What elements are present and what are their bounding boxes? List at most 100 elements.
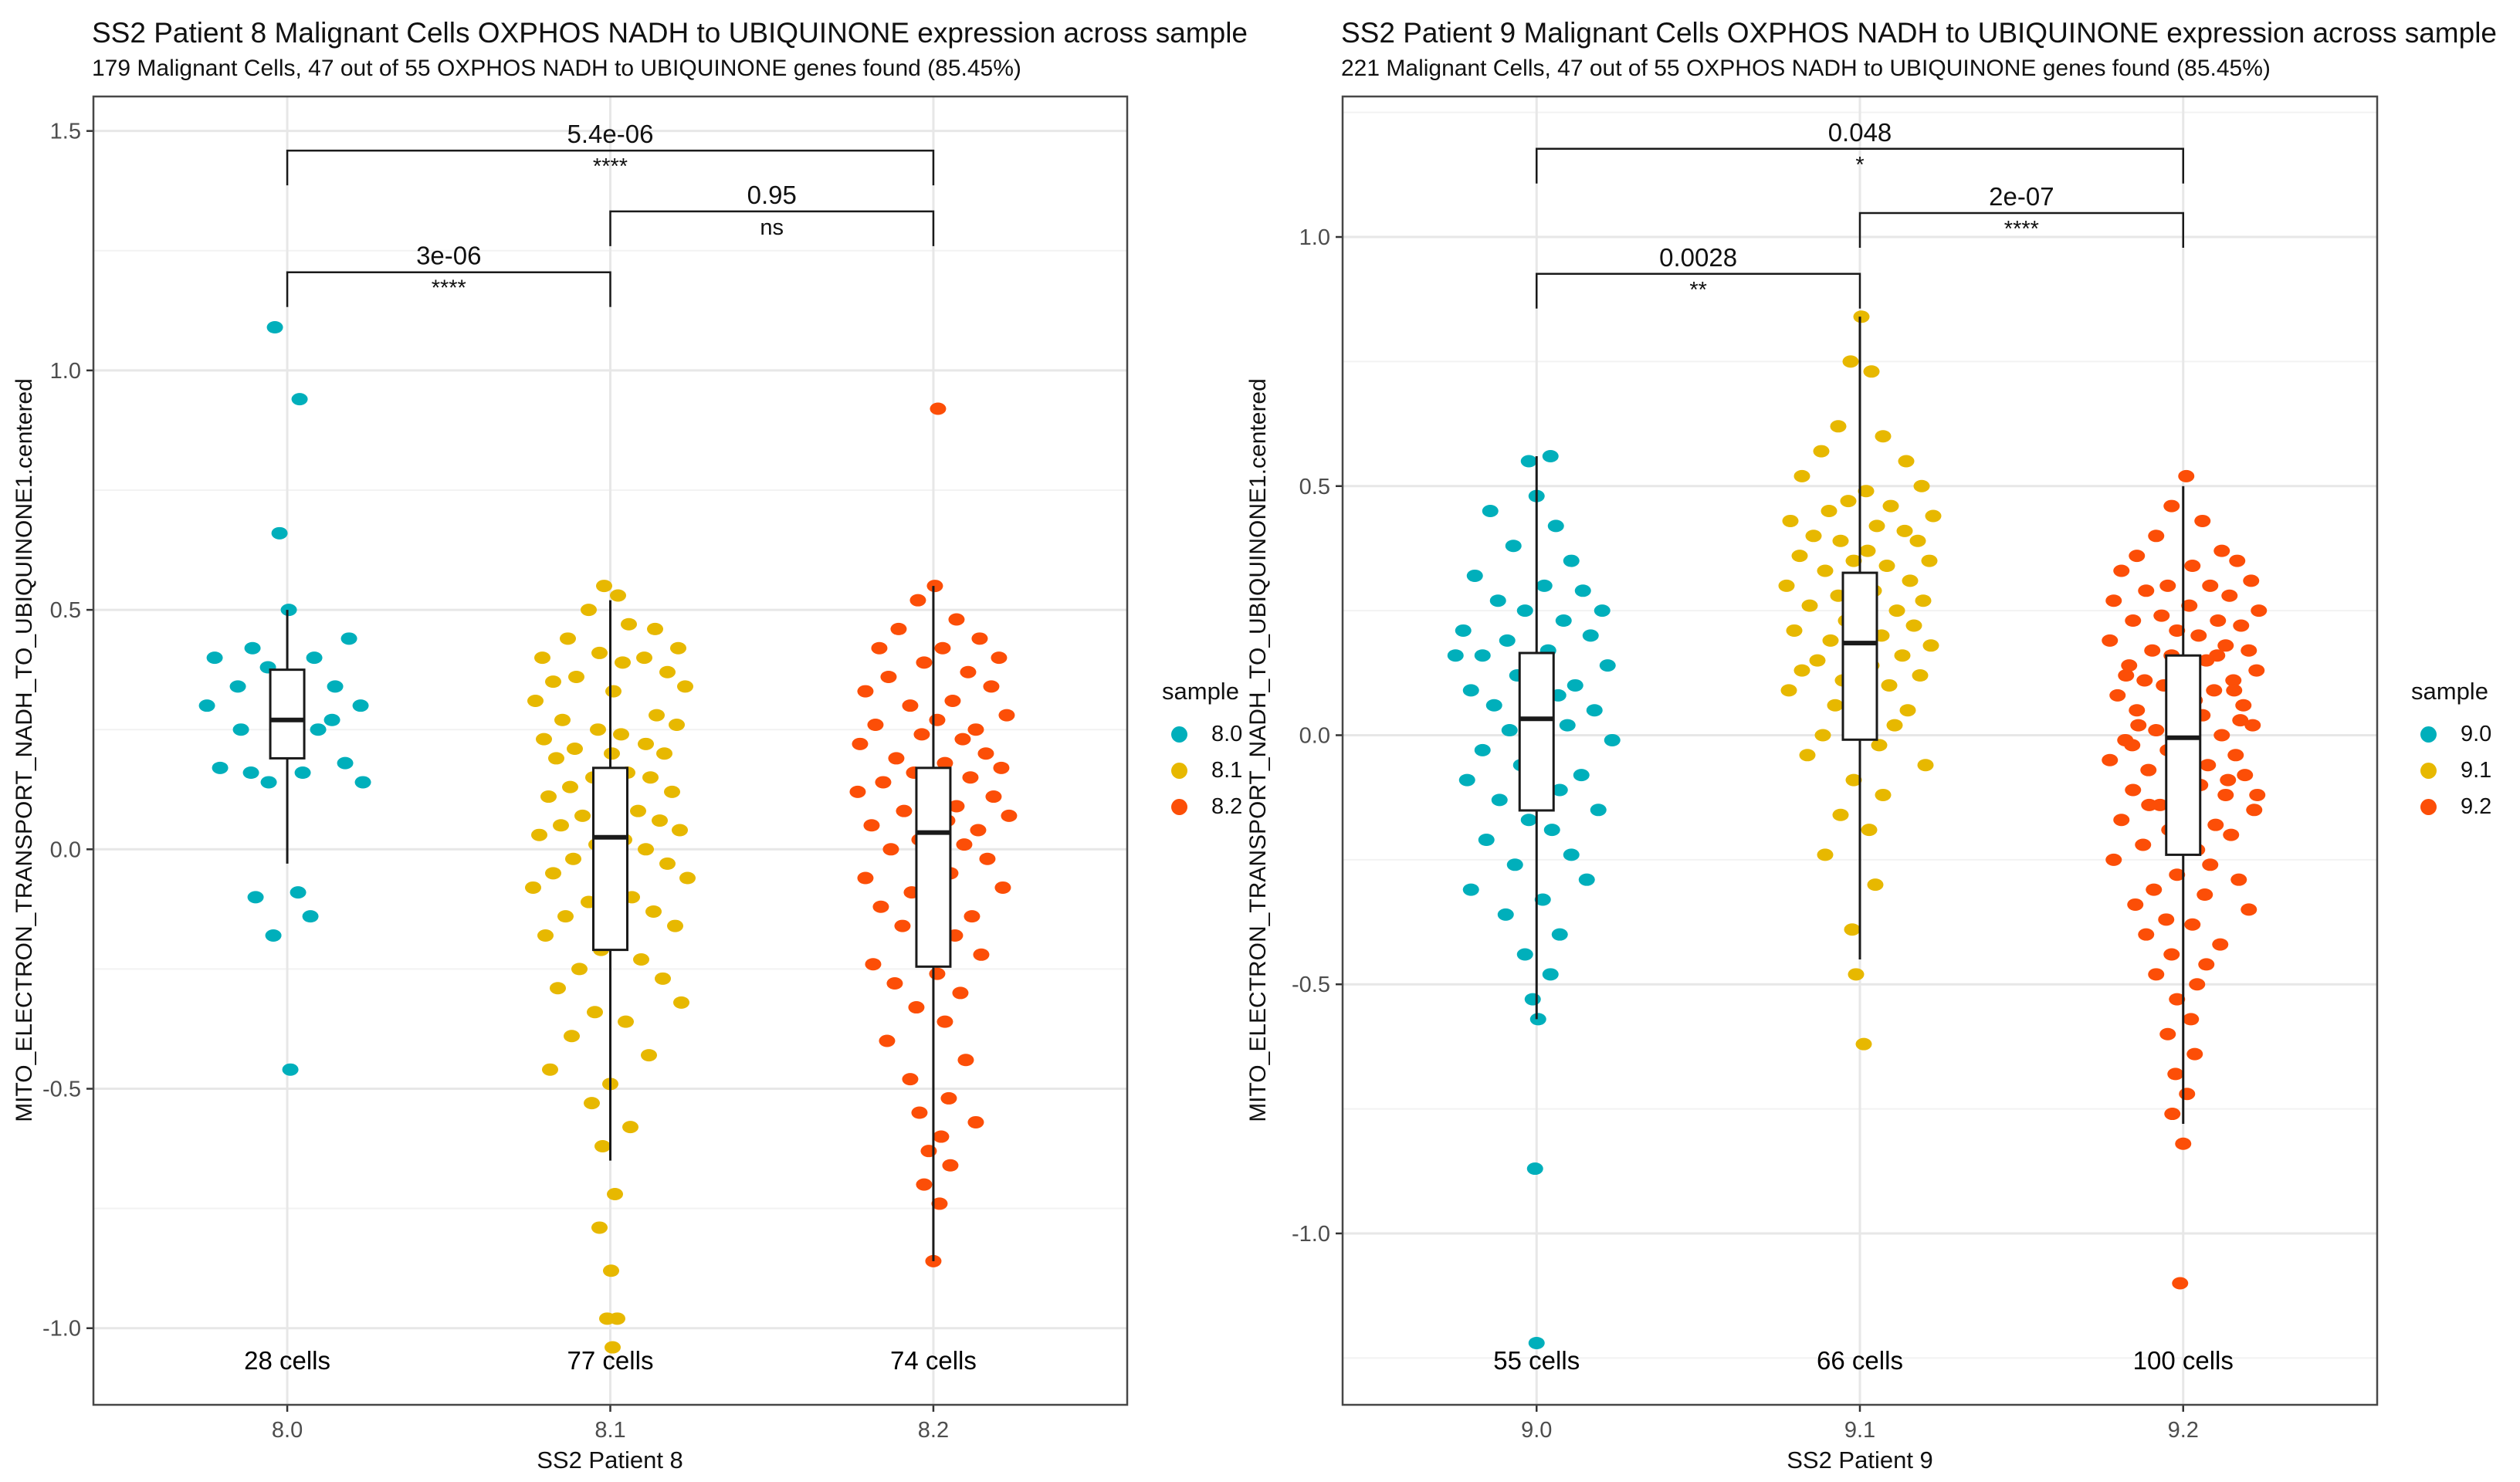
jitter-point (1485, 699, 1502, 712)
y-axis-tick-label: 0.0 (1299, 723, 1330, 748)
jitter-point (1555, 614, 1572, 628)
jitter-point (1845, 773, 1862, 787)
significance-stars: **** (593, 154, 628, 179)
jitter-point (2183, 1013, 2200, 1026)
jitter-point (560, 632, 576, 645)
jitter-point (857, 871, 874, 885)
jitter-point (2121, 659, 2138, 672)
legend-label: 8.1 (1211, 758, 1243, 783)
jitter-point (266, 321, 283, 334)
jitter-point (352, 699, 369, 712)
jitter-point (2148, 724, 2165, 737)
bracket-line (1858, 211, 2184, 249)
jitter-point (937, 756, 953, 770)
jitter-point (2102, 753, 2119, 766)
jitter-point (282, 1063, 299, 1076)
jitter-point (890, 622, 907, 635)
jitter-point (1466, 569, 1483, 582)
bracket-line (1536, 147, 2184, 184)
significance-label: 0.95 (747, 181, 797, 209)
jitter-point (1898, 455, 1915, 468)
jitter-point (2184, 918, 2201, 931)
jitter-point (2130, 719, 2147, 732)
jitter-point (565, 852, 581, 865)
jitter-point (1520, 814, 1537, 827)
jitter-point (647, 622, 663, 635)
jitter-point (545, 867, 561, 880)
jitter-point (677, 680, 693, 693)
jitter-point (2127, 898, 2144, 911)
jitter-point (2179, 1088, 2196, 1101)
jitter-point (271, 526, 288, 540)
jitter-point (1915, 594, 1932, 607)
jitter-point (1827, 699, 1844, 712)
jitter-point (1832, 534, 1849, 547)
jitter-point (875, 776, 892, 789)
jitter-point (327, 680, 344, 693)
jitter-point (2129, 550, 2146, 563)
jitter-point (621, 618, 637, 631)
jitter-point (1817, 848, 1834, 861)
plot-subtitle-right: 221 Malignant Cells, 47 out of 55 OXPHOS… (1341, 56, 2271, 81)
cell-count-label: 77 cells (567, 1346, 654, 1375)
jitter-point (673, 996, 689, 1009)
jitter-point (531, 828, 547, 841)
boxplot-8.1 (592, 600, 628, 1161)
jitter-point (652, 814, 668, 827)
jitter-point (265, 929, 282, 942)
x-axis-tick-label: 8.1 (594, 1418, 625, 1443)
jitter-point (1859, 544, 1876, 557)
jitter-point (1921, 554, 1938, 567)
jitter-point (902, 699, 919, 712)
jitter-point (970, 824, 987, 837)
jitter-point (574, 809, 591, 822)
jitter-point (607, 1188, 623, 1201)
jitter-point (1917, 759, 1934, 772)
jitter-point (1604, 733, 1621, 746)
jitter-point (1478, 834, 1495, 847)
jitter-point (1001, 809, 1018, 822)
jitter-point (1542, 968, 1559, 981)
jitter-point (916, 1178, 933, 1191)
cell-count-label: 100 cells (2133, 1346, 2234, 1375)
significance-bracket: 3e-06 **** (286, 242, 611, 307)
jitter-point (2235, 699, 2252, 712)
jitter-point (1912, 669, 1929, 682)
jitter-point (596, 580, 612, 593)
jitter-point (2141, 798, 2158, 811)
jitter-point (1875, 430, 1892, 443)
significance-label: 2e-07 (1989, 182, 2054, 211)
jitter-point (1497, 908, 1514, 921)
jitter-point (2244, 719, 2261, 732)
jitter-point (916, 656, 933, 669)
jitter-point (622, 1121, 638, 1134)
jitter-point (1563, 554, 1580, 567)
jitter-point (1878, 560, 1895, 573)
jitter-point (1861, 824, 1878, 837)
jitter-point (865, 958, 882, 971)
jitter-point (1888, 604, 1905, 618)
jitter-point (977, 747, 994, 760)
jitter-point (655, 972, 671, 985)
jitter-point (2202, 579, 2219, 592)
jitter-point (1590, 804, 1607, 817)
jitter-point (613, 728, 629, 741)
jitter-point (993, 761, 1010, 774)
jitter-point (638, 843, 654, 856)
jitter-point (2243, 574, 2260, 587)
jitter-point (244, 641, 261, 655)
jitter-point (2144, 644, 2161, 657)
legend-dot-icon (2420, 799, 2437, 815)
jitter-point (2169, 624, 2186, 637)
cell-count-label: 74 cells (890, 1346, 977, 1375)
y-axis-tick-label: -0.5 (42, 1078, 81, 1102)
jitter-point (2225, 674, 2242, 687)
legend-entry-9.2: 9.2 (2411, 789, 2520, 825)
jitter-point (1863, 365, 1880, 378)
jitter-point (911, 1106, 928, 1119)
jitter-point (537, 929, 554, 942)
jitter-point (871, 641, 888, 655)
jitter-point (872, 900, 889, 913)
jitter-point (2138, 584, 2155, 597)
jitter-point (2230, 873, 2247, 886)
